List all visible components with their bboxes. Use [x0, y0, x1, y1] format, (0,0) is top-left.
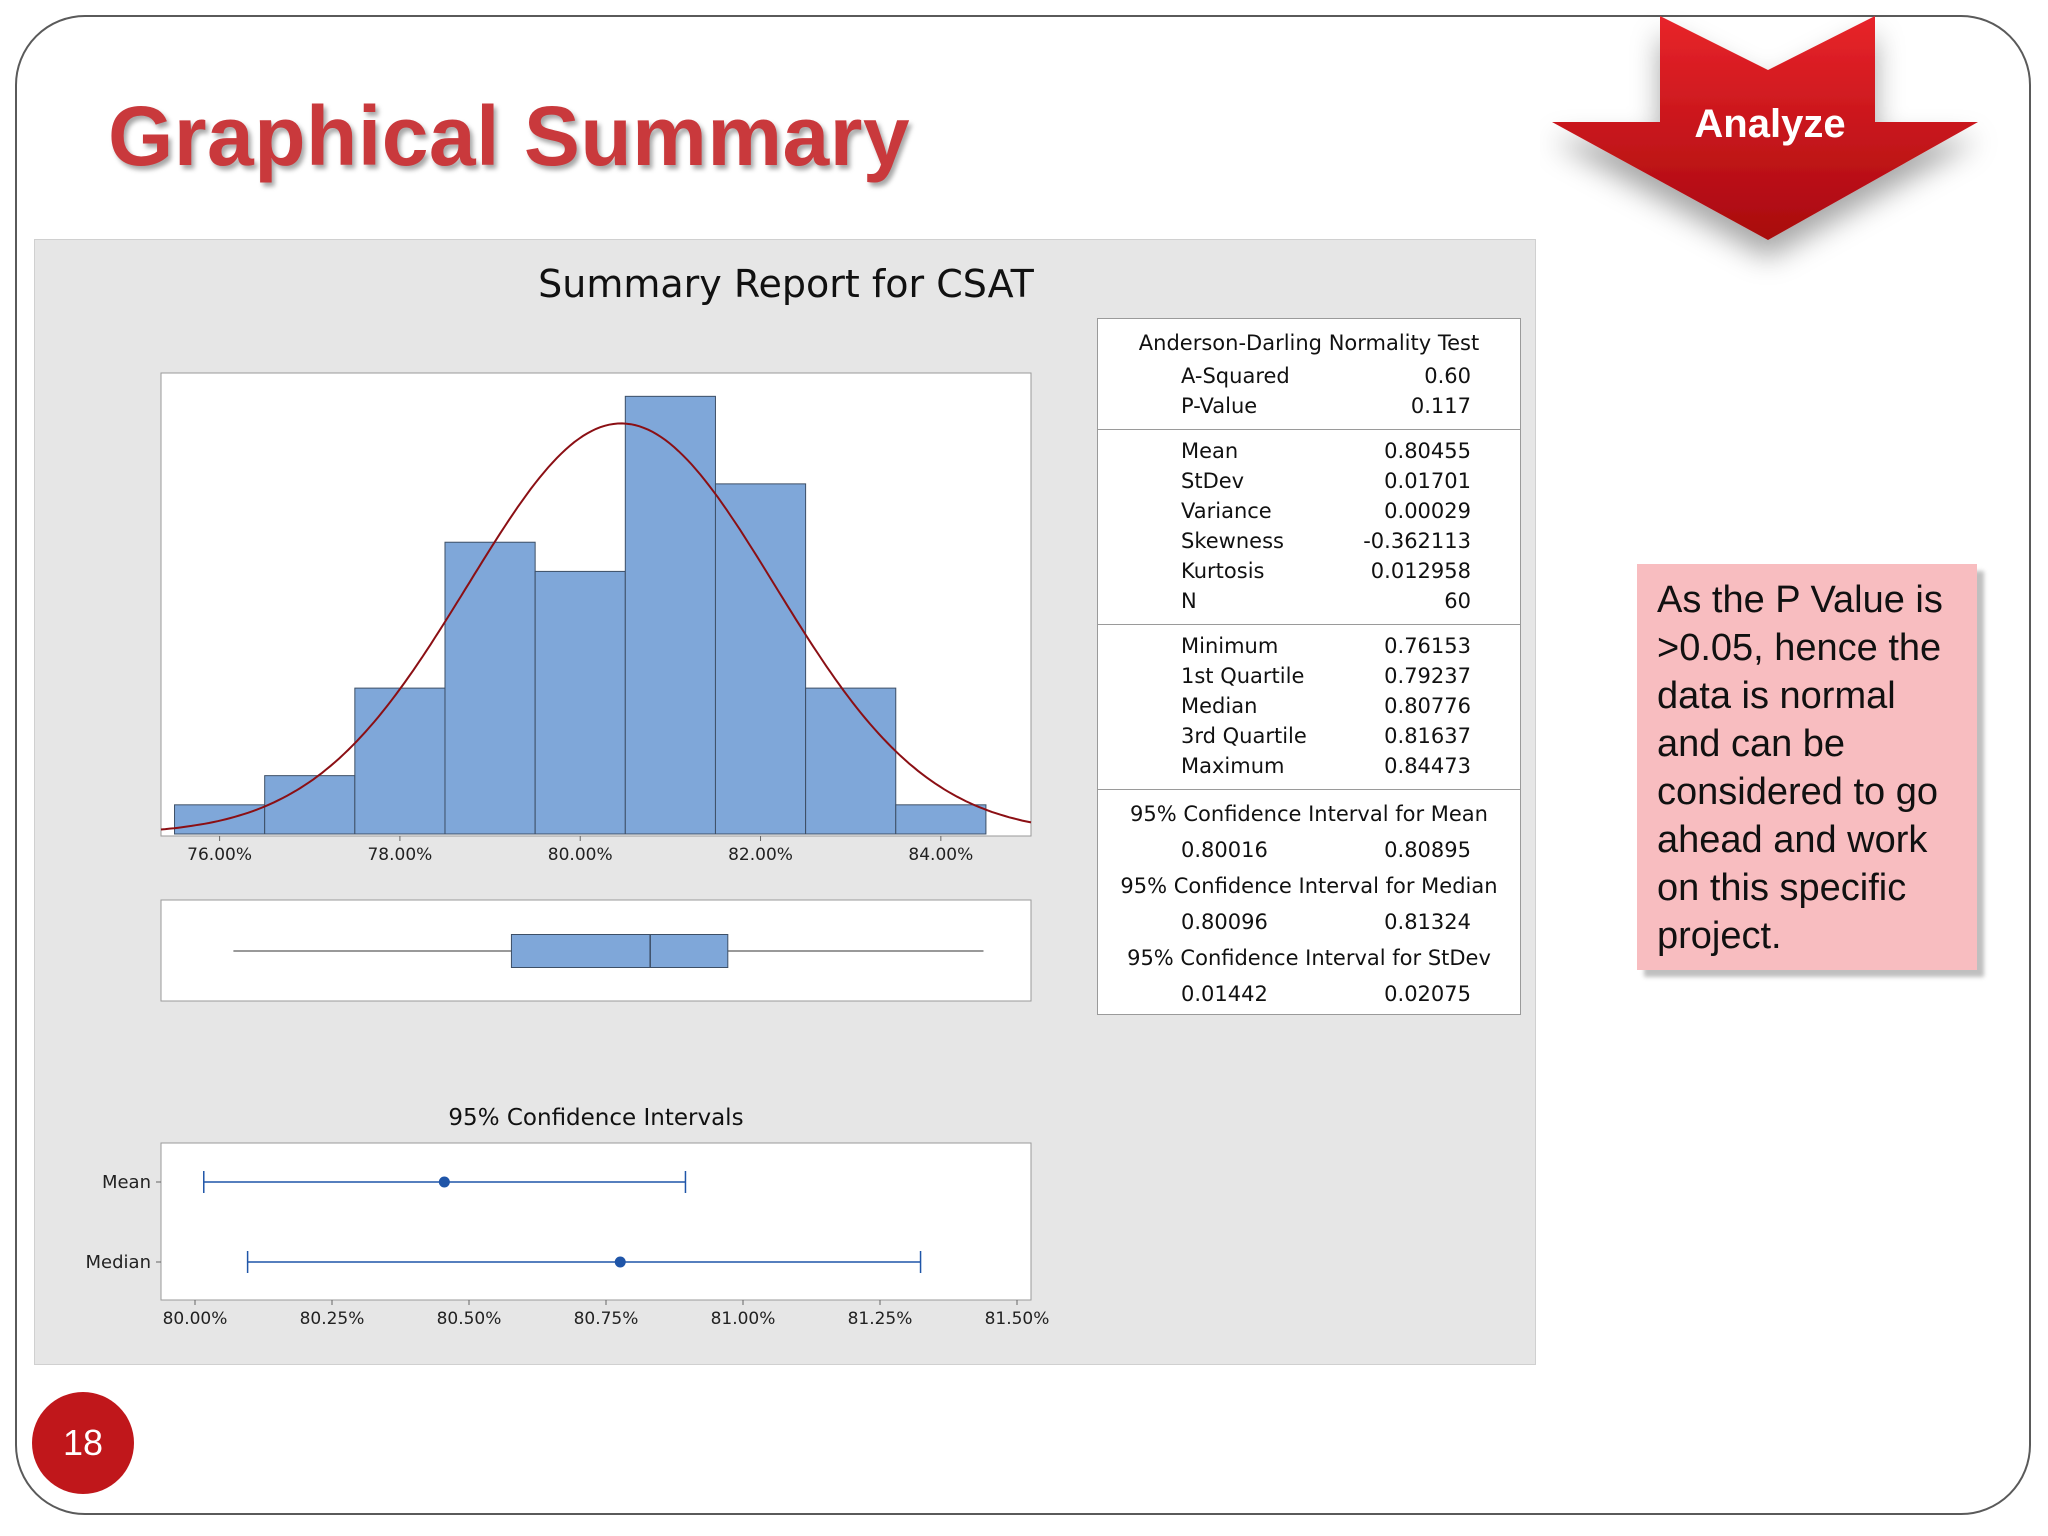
stat-value: 0.012958: [1370, 559, 1471, 583]
x-tick-label: 81.25%: [848, 1309, 913, 1329]
stat-row: Mean 0.80455: [1098, 436, 1520, 466]
ci-high: 0.02075: [1384, 982, 1471, 1006]
x-tick-label: 80.00%: [548, 845, 613, 865]
x-tick-label: 80.00%: [163, 1309, 228, 1329]
stat-label: 3rd Quartile: [1181, 724, 1307, 748]
stat-value: 0.60: [1424, 364, 1471, 388]
stat-value: 0.01701: [1384, 469, 1471, 493]
histogram-bar: [174, 804, 266, 835]
x-tick-label: 84.00%: [908, 845, 973, 865]
ci-median-heading: 95% Confidence Interval for Median: [1120, 874, 1498, 898]
confidence-intervals-section: 95% Confidence Interval for Mean 0.80016…: [1098, 790, 1520, 1020]
stat-label: 1st Quartile: [1181, 664, 1305, 688]
boxplot-box: [510, 934, 729, 968]
summary-report-chart: Summary Report for CSAT 76.00% 78.00% 80.00…: [86, 262, 1050, 1329]
stat-value: 0.81637: [1384, 724, 1471, 748]
stat-label: P-Value: [1181, 394, 1258, 418]
conclusion-note: As the P Value is >0.05, hence the data …: [1637, 564, 1977, 970]
histogram-bar: [444, 541, 536, 835]
x-tick-label: 76.00%: [187, 845, 252, 865]
stat-row: P-Value 0.117: [1098, 391, 1520, 421]
stat-label: Maximum: [1181, 754, 1285, 778]
normality-heading: Anderson-Darling Normality Test: [1138, 331, 1480, 355]
stat-row: Variance 0.00029: [1098, 496, 1520, 526]
ci-category-label: Median: [86, 1252, 151, 1273]
ci-row: 0.01442 0.02075: [1098, 976, 1520, 1012]
ci-center-point: [614, 1256, 626, 1268]
histogram-bar: [534, 570, 626, 835]
analyze-arrow-icon: [1552, 16, 1978, 240]
moments-section: Mean 0.80455 StDev 0.01701 Variance 0.00029…: [1098, 430, 1520, 625]
stat-row: Median 0.80776: [1098, 691, 1520, 721]
stat-row: A-Squared 0.60: [1098, 361, 1520, 391]
stat-label: Variance: [1181, 499, 1272, 523]
ci-frame: [160, 1142, 1032, 1301]
ci-low: 0.01442: [1181, 982, 1268, 1006]
ci-row: 0.80016 0.80895: [1098, 832, 1520, 868]
stat-row: Skewness -0.362113: [1098, 526, 1520, 556]
page-number-badge: 18: [32, 1392, 134, 1494]
ci-row: 0.80096 0.81324: [1098, 904, 1520, 940]
stat-value: 0.79237: [1384, 664, 1471, 688]
histogram-bar: [354, 687, 446, 835]
x-tick-label: 80.25%: [300, 1309, 365, 1329]
ci-chart-title: 95% Confidence Intervals: [448, 1105, 743, 1131]
phase-label: Analyze: [1694, 102, 1846, 146]
stat-value: 0.80776: [1384, 694, 1471, 718]
stat-label: Minimum: [1181, 634, 1279, 658]
stat-value: 60: [1444, 589, 1471, 613]
x-tick-label: 81.00%: [711, 1309, 776, 1329]
stat-label: StDev: [1181, 469, 1245, 493]
stat-label: Mean: [1181, 439, 1239, 463]
x-tick-label: 80.50%: [437, 1309, 502, 1329]
x-tick-label: 80.75%: [574, 1309, 639, 1329]
slide-title: Graphical Summary: [108, 89, 911, 183]
ci-mean-heading: 95% Confidence Interval for Mean: [1130, 802, 1488, 826]
ci-high: 0.80895: [1384, 838, 1471, 862]
stat-value: 0.80455: [1384, 439, 1471, 463]
ci-category-label: Mean: [102, 1172, 151, 1193]
stat-label: A-Squared: [1181, 364, 1290, 388]
ci-stdev-heading: 95% Confidence Interval for StDev: [1127, 946, 1491, 970]
stat-value: 0.117: [1410, 394, 1471, 418]
chart-title: Summary Report for CSAT: [538, 262, 1034, 306]
stat-label: N: [1181, 589, 1197, 613]
x-tick-label: 82.00%: [728, 845, 793, 865]
stat-value: -0.362113: [1363, 529, 1471, 553]
stat-row: N 60: [1098, 586, 1520, 616]
normality-section: Anderson-Darling Normality Test A-Square…: [1098, 319, 1520, 430]
histogram-bar: [805, 687, 897, 835]
statistics-table: Anderson-Darling Normality Test A-Square…: [1097, 318, 1521, 1015]
stat-label: Kurtosis: [1181, 559, 1265, 583]
stat-row: 1st Quartile 0.79237: [1098, 661, 1520, 691]
quartiles-section: Minimum 0.76153 1st Quartile 0.79237 Media…: [1098, 625, 1520, 790]
stat-row: StDev 0.01701: [1098, 466, 1520, 496]
stat-row: Maximum 0.84473: [1098, 751, 1520, 781]
histogram-bar: [895, 804, 987, 835]
histogram-bar: [714, 483, 807, 835]
x-tick-label: 81.50%: [985, 1309, 1050, 1329]
stat-row: 3rd Quartile 0.81637: [1098, 721, 1520, 751]
normal-fit-curve: [160, 422, 1032, 831]
ci-low: 0.80096: [1181, 910, 1268, 934]
stat-value: 0.76153: [1384, 634, 1471, 658]
stat-label: Skewness: [1181, 529, 1284, 553]
histogram-bar: [624, 395, 716, 835]
x-tick-label: 78.00%: [367, 845, 432, 865]
stat-label: Median: [1181, 694, 1258, 718]
ci-low: 0.80016: [1181, 838, 1268, 862]
stat-value: 0.00029: [1384, 499, 1471, 523]
histogram-bar: [264, 775, 356, 835]
ci-high: 0.81324: [1384, 910, 1471, 934]
ci-center-point: [438, 1176, 450, 1188]
stat-value: 0.84473: [1384, 754, 1471, 778]
stat-row: Kurtosis 0.012958: [1098, 556, 1520, 586]
stat-row: Minimum 0.76153: [1098, 631, 1520, 661]
